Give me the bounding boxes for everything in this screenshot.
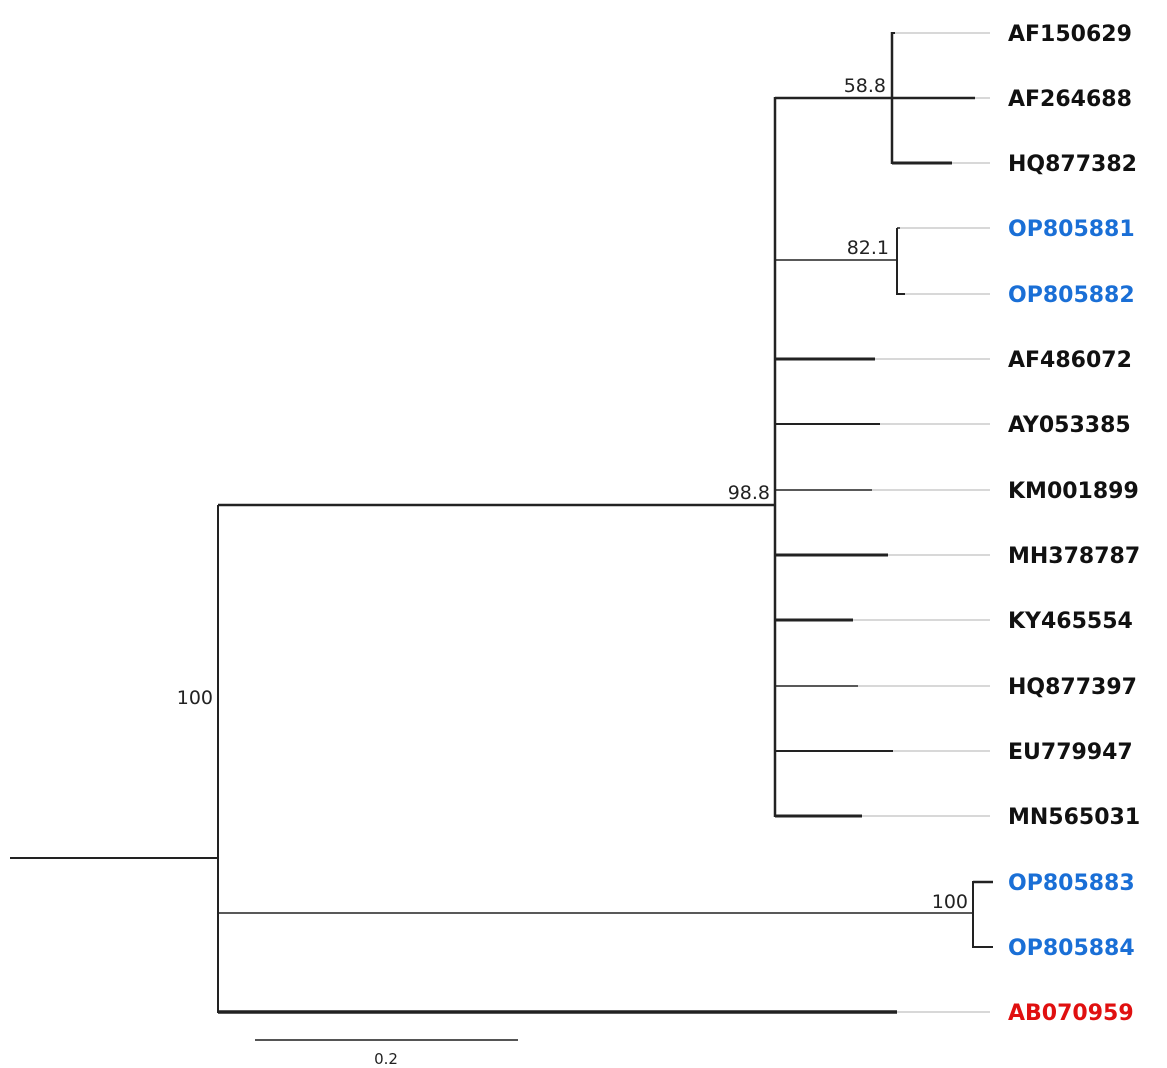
leaf-label-AY053385: AY053385 xyxy=(1008,413,1131,438)
leaf-label-MN565031: MN565031 xyxy=(1008,805,1140,830)
leaf-label-HQ877397: HQ877397 xyxy=(1008,675,1137,700)
leaf-label-AF264688: AF264688 xyxy=(1008,87,1132,112)
leaf-label-KM001899: KM001899 xyxy=(1008,479,1139,504)
leaf-label-OP805882: OP805882 xyxy=(1008,283,1135,308)
support-root-clade: 100 xyxy=(177,687,213,709)
support-main-clade: 98.8 xyxy=(728,482,770,504)
support-clade-58-8: 58.8 xyxy=(844,75,886,97)
leaf-label-OP805883: OP805883 xyxy=(1008,871,1135,896)
support-clade-82-1: 82.1 xyxy=(847,237,889,259)
leaf-label-MH378787: MH378787 xyxy=(1008,544,1140,569)
scale-bar-label: 0.2 xyxy=(374,1050,398,1068)
leaf-label-OP805884: OP805884 xyxy=(1008,936,1135,961)
leaf-label-AB070959: AB070959 xyxy=(1008,1001,1134,1026)
leaf-label-EU779947: EU779947 xyxy=(1008,740,1133,765)
leaf-label-KY465554: KY465554 xyxy=(1008,609,1133,634)
support-clade-op805883: 100 xyxy=(932,891,968,913)
leaf-label-HQ877382: HQ877382 xyxy=(1008,152,1137,177)
leaf-label-OP805881: OP805881 xyxy=(1008,217,1135,242)
leaf-label-AF486072: AF486072 xyxy=(1008,348,1132,373)
leaf-labels: AF150629 AF264688 HQ877382 OP805881 OP805882… xyxy=(1008,22,1140,1026)
branches xyxy=(10,32,993,1014)
leaf-label-AF150629: AF150629 xyxy=(1008,22,1132,47)
